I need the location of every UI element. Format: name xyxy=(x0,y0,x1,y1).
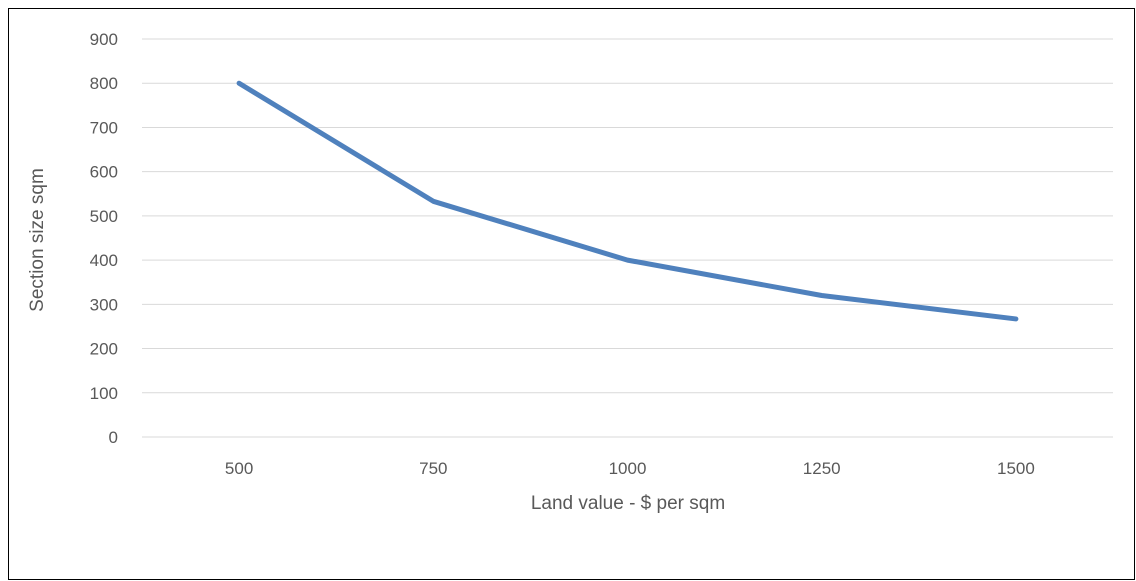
y-tick-label: 0 xyxy=(109,428,118,447)
chart-frame xyxy=(8,8,1135,580)
x-axis-ticks: 500 750 1000 1250 1500 xyxy=(225,459,1035,478)
x-tick-label: 1250 xyxy=(803,459,841,478)
y-tick-label: 600 xyxy=(90,163,118,182)
x-tick-label: 750 xyxy=(419,459,447,478)
series-group xyxy=(236,80,1019,322)
x-tick-label: 1000 xyxy=(609,459,647,478)
series-line xyxy=(236,80,1019,322)
x-tick-label: 1500 xyxy=(997,459,1035,478)
x-axis-label: Land value - $ per sqm xyxy=(531,493,725,514)
y-tick-label: 500 xyxy=(90,207,118,226)
y-tick-label: 800 xyxy=(90,74,118,93)
y-axis-label: Section size sqm xyxy=(27,168,48,312)
x-tick-label: 500 xyxy=(225,459,253,478)
gridlines xyxy=(142,38,1113,438)
y-tick-label: 700 xyxy=(90,118,118,137)
y-tick-label: 300 xyxy=(90,295,118,314)
y-tick-label: 200 xyxy=(90,340,118,359)
y-tick-label: 100 xyxy=(90,384,118,403)
y-tick-label: 900 xyxy=(90,30,118,49)
y-tick-label: 400 xyxy=(90,251,118,270)
y-axis-ticks: 0 100 200 300 400 500 600 700 800 900 xyxy=(90,30,118,447)
